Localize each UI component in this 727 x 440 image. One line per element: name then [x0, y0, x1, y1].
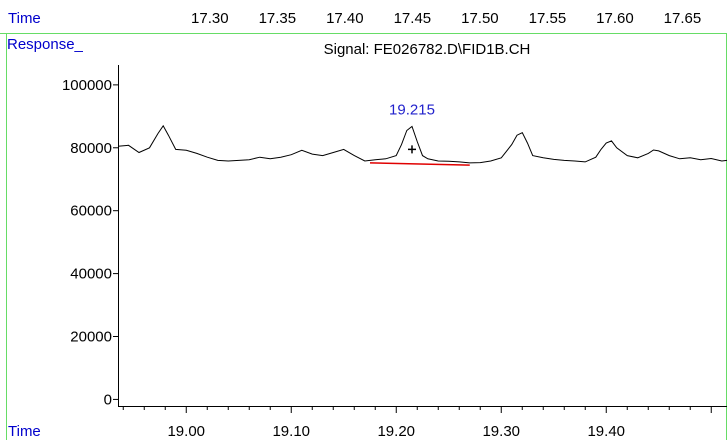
x-axis-tick-label: 19.30 — [482, 423, 520, 440]
top-axis-tick-label: 17.50 — [461, 10, 499, 27]
y-axis-tick-label: 100000 — [62, 77, 112, 94]
y-axis-tick-label: 60000 — [70, 203, 112, 220]
peak-apex-marker — [408, 145, 416, 154]
x-axis-tick-label: 19.10 — [272, 423, 310, 440]
x-axis-tick-label: 19.00 — [167, 423, 205, 440]
x-axis-tick-label: 19.40 — [587, 423, 625, 440]
top-axis-tick-label: 17.40 — [326, 10, 364, 27]
signal-title: Signal: FE026782.D\FID1B.CH — [324, 41, 531, 58]
peak-retention-time-label: 19.215 — [389, 101, 435, 118]
response-label: Response_ — [7, 36, 84, 53]
series-layer — [117, 124, 727, 166]
x-axis-ticks: 19.00 19.10 19.20 19.30 19.40 — [122, 406, 712, 440]
top-axis-tick-label: 17.65 — [664, 10, 702, 27]
y-axis-ticks: 0 20000 40000 60000 80000 100000 — [62, 77, 118, 408]
integration-baseline — [369, 162, 470, 166]
y-axis-tick-label: 80000 — [70, 140, 112, 157]
y-axis-tick-label: 0 — [104, 391, 112, 408]
y-axis-tick-label: 40000 — [70, 266, 112, 283]
x-axis-tick-label: 19.20 — [377, 423, 415, 440]
top-axis-ticks: 17.30 17.35 17.40 17.45 17.50 17.55 17.60 17.65 — [191, 10, 701, 27]
top-axis-tick-label: 17.55 — [529, 10, 567, 27]
annotation-layer: 19.215 — [389, 101, 435, 154]
y-axis-tick-label: 20000 — [70, 329, 112, 346]
signal-trace — [117, 124, 727, 164]
top-axis-label: Time — [8, 10, 41, 27]
top-axis-tick-label: 17.60 — [596, 10, 634, 27]
top-axis-tick-label: 17.30 — [191, 10, 229, 27]
bottom-axis-label: Time — [8, 423, 41, 440]
top-axis-tick-label: 17.35 — [259, 10, 297, 27]
top-axis-tick-label: 17.45 — [394, 10, 432, 27]
